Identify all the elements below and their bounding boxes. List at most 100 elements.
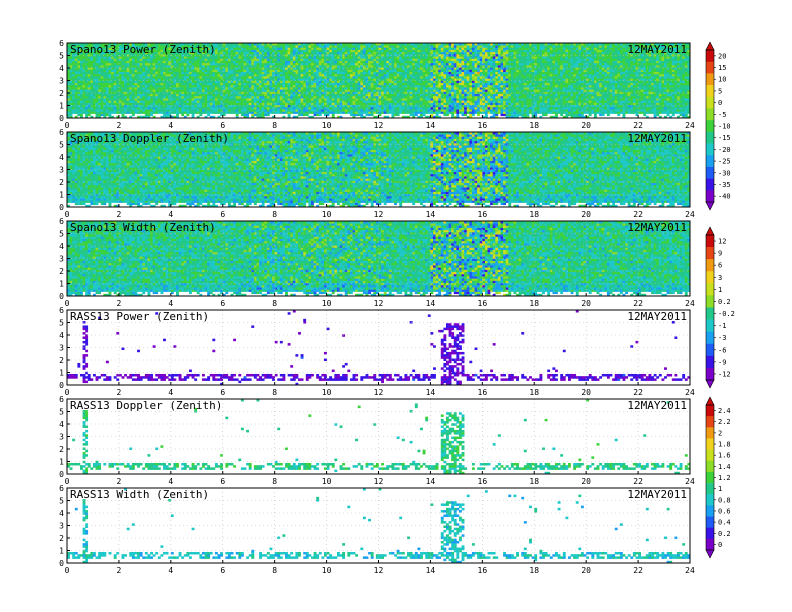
colorbar-swatch xyxy=(706,259,714,271)
colorbar-swatch xyxy=(706,483,714,494)
colorbar-swatch xyxy=(706,97,714,109)
colorbar-label: 1.8 xyxy=(718,441,731,449)
colorbar-arrow-top xyxy=(706,227,714,235)
y-tick-label: 5 xyxy=(59,319,64,328)
y-tick-label: 2 xyxy=(59,445,64,454)
colorbar-label: -12 xyxy=(718,370,731,378)
y-tick-label: 5 xyxy=(59,141,64,150)
y-tick-label: 5 xyxy=(59,497,64,506)
x-tick-label: 8 xyxy=(272,388,277,397)
y-tick-label: 4 xyxy=(59,331,64,340)
x-tick-label: 16 xyxy=(478,210,488,219)
y-tick-label: 3 xyxy=(59,166,64,175)
y-tick-label: 2 xyxy=(59,89,64,98)
colorbar-label: -1 xyxy=(718,322,726,330)
x-tick-label: 22 xyxy=(633,210,643,219)
colorbar-label: 2 xyxy=(718,429,722,437)
x-tick-label: 14 xyxy=(426,121,436,130)
y-tick-label: 0 xyxy=(59,381,64,390)
colorbar-label: 2.2 xyxy=(718,418,731,426)
x-tick-label: 16 xyxy=(478,121,488,130)
panel-title: RASS13 Power (Zenith) xyxy=(70,310,209,323)
x-tick-label: 16 xyxy=(478,566,488,575)
colorbar-label: 12 xyxy=(718,238,726,246)
x-tick-label: 6 xyxy=(220,388,225,397)
x-tick-label: 24 xyxy=(685,121,695,130)
colorbar-label: -10 xyxy=(718,123,731,131)
x-tick-label: 4 xyxy=(168,299,173,308)
colorbar-swatch xyxy=(706,50,714,62)
colorbar-label: 2.4 xyxy=(718,407,731,415)
colorbar-swatch xyxy=(706,155,714,167)
x-tick-label: 10 xyxy=(322,210,332,219)
y-tick-label: 3 xyxy=(59,433,64,442)
x-tick-label: 18 xyxy=(529,121,539,130)
x-tick-label: 10 xyxy=(322,299,332,308)
x-tick-label: 20 xyxy=(581,477,591,486)
colorbar-label: -25 xyxy=(718,158,731,166)
x-tick-label: 14 xyxy=(426,210,436,219)
colorbar-arrow-bottom xyxy=(706,380,714,388)
colorbar-swatch xyxy=(706,190,714,202)
colorbar-label: 1 xyxy=(718,286,722,294)
y-tick-label: 1 xyxy=(59,191,64,200)
y-tick-label: 6 xyxy=(59,306,64,315)
x-tick-label: 8 xyxy=(272,477,277,486)
panel-date: 12MAY2011 xyxy=(627,310,687,323)
x-tick-label: 6 xyxy=(220,477,225,486)
x-tick-label: 18 xyxy=(529,299,539,308)
colorbar-label: 0.2 xyxy=(718,530,731,538)
y-tick-label: 3 xyxy=(59,522,64,531)
panel-title: Spano13 Width (Zenith) xyxy=(70,221,216,234)
x-tick-label: 22 xyxy=(633,299,643,308)
colorbar-swatch xyxy=(706,539,714,550)
colorbar-swatch xyxy=(706,85,714,97)
y-tick-label: 1 xyxy=(59,102,64,111)
colorbar-swatch xyxy=(706,235,714,247)
y-tick-label: 6 xyxy=(59,217,64,226)
panel-title: RASS13 Doppler (Zenith) xyxy=(70,399,222,412)
x-tick-label: 10 xyxy=(322,388,332,397)
x-tick-label: 12 xyxy=(374,477,384,486)
x-tick-label: 8 xyxy=(272,210,277,219)
y-tick-label: 5 xyxy=(59,408,64,417)
x-tick-label: 0 xyxy=(65,388,70,397)
x-tick-label: 12 xyxy=(374,121,384,130)
y-tick-label: 2 xyxy=(59,356,64,365)
y-tick-label: 0 xyxy=(59,470,64,479)
colorbar-label: 1.2 xyxy=(718,474,731,482)
x-tick-label: 22 xyxy=(633,566,643,575)
x-tick-label: 16 xyxy=(478,299,488,308)
y-tick-label: 1 xyxy=(59,458,64,467)
x-tick-label: 10 xyxy=(322,477,332,486)
colorbar-swatch xyxy=(706,132,714,144)
colorbar-swatch xyxy=(706,528,714,539)
colorbar-arrow-bottom xyxy=(706,202,714,210)
x-tick-label: 14 xyxy=(426,388,436,397)
x-tick-label: 2 xyxy=(117,299,122,308)
panel-date: 12MAY2011 xyxy=(627,221,687,234)
panel-title: Spano13 Doppler (Zenith) xyxy=(70,132,229,145)
x-tick-label: 20 xyxy=(581,566,591,575)
colorbar-label: 0 xyxy=(718,99,722,107)
colorbar-label: -15 xyxy=(718,134,731,142)
x-tick-label: 22 xyxy=(633,388,643,397)
x-tick-label: 16 xyxy=(478,477,488,486)
y-tick-label: 5 xyxy=(59,52,64,61)
x-tick-label: 18 xyxy=(529,566,539,575)
colorbar-swatch xyxy=(706,405,714,416)
x-tick-label: 6 xyxy=(220,210,225,219)
x-tick-label: 24 xyxy=(685,477,695,486)
y-tick-label: 4 xyxy=(59,153,64,162)
y-tick-label: 2 xyxy=(59,267,64,276)
x-tick-label: 4 xyxy=(168,566,173,575)
colorbar-label: -0.2 xyxy=(718,310,735,318)
x-tick-label: 18 xyxy=(529,477,539,486)
colorbar-swatch xyxy=(706,308,714,320)
x-tick-label: 6 xyxy=(220,566,225,575)
colorbar-swatch xyxy=(706,283,714,295)
colorbar-label: 3 xyxy=(718,274,722,282)
x-tick-label: 24 xyxy=(685,210,695,219)
